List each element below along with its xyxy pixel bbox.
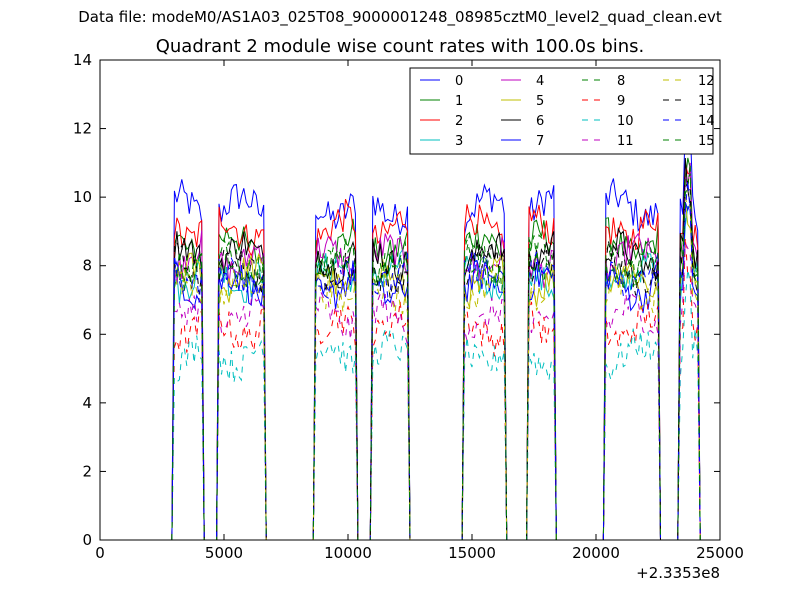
legend-label-2: 2 <box>455 114 463 129</box>
x-tick-label: 0 <box>95 544 105 562</box>
series-line-0 <box>171 115 701 540</box>
legend-label-15: 15 <box>698 134 715 149</box>
series-line-9 <box>171 237 701 540</box>
y-tick-label: 12 <box>73 120 92 138</box>
series-line-15 <box>171 173 701 540</box>
x-tick-label: 5000 <box>205 544 243 562</box>
series-line-12 <box>171 197 701 540</box>
series-line-2 <box>171 163 701 540</box>
legend-label-12: 12 <box>698 74 715 89</box>
legend-box <box>409 67 714 155</box>
legend-label-5: 5 <box>536 94 544 109</box>
x-tick-label: 15000 <box>448 544 496 562</box>
legend-label-9: 9 <box>617 94 625 109</box>
y-tick-label: 0 <box>82 531 92 549</box>
series-line-14 <box>171 180 701 540</box>
legend-label-10: 10 <box>617 114 634 129</box>
legend-label-1: 1 <box>455 94 463 109</box>
y-tick-label: 10 <box>73 188 92 206</box>
plot-area <box>171 115 701 540</box>
legend-label-14: 14 <box>698 114 715 129</box>
x-tick-label: 25000 <box>696 544 744 562</box>
legend-label-0: 0 <box>455 74 463 89</box>
legend-label-7: 7 <box>536 134 544 149</box>
y-tick-label: 6 <box>82 325 92 343</box>
series-line-1 <box>171 157 701 540</box>
x-offset-label: +2.3353e8 <box>636 564 720 582</box>
series-line-11 <box>171 242 701 540</box>
legend-label-13: 13 <box>698 94 715 109</box>
legend-label-8: 8 <box>617 74 625 89</box>
y-tick-label: 4 <box>82 394 92 412</box>
series-line-5 <box>171 202 701 540</box>
series-line-6 <box>171 157 701 540</box>
series-line-10 <box>171 269 701 540</box>
x-tick-label: 10000 <box>324 544 372 562</box>
legend-label-6: 6 <box>536 114 544 129</box>
legend-label-3: 3 <box>455 134 463 149</box>
data-file-label: Data file: modeM0/AS1A03_025T08_90000012… <box>78 8 722 26</box>
y-tick-label: 2 <box>82 462 92 480</box>
series-line-4 <box>171 162 701 540</box>
y-tick-label: 8 <box>82 257 92 275</box>
axes: 0 5000 10000 15000 20000 2500002468101214+2.3… <box>73 51 744 582</box>
chart-title: Quadrant 2 module wise count rates with … <box>155 36 645 57</box>
series-line-8 <box>171 163 701 540</box>
x-tick-label: 20000 <box>572 544 620 562</box>
legend-label-4: 4 <box>536 74 544 89</box>
y-tick-label: 14 <box>73 51 92 69</box>
series-line-3 <box>171 205 701 540</box>
legend-label-11: 11 <box>617 134 634 149</box>
axes-frame <box>99 59 721 541</box>
series-line-7 <box>171 201 701 540</box>
